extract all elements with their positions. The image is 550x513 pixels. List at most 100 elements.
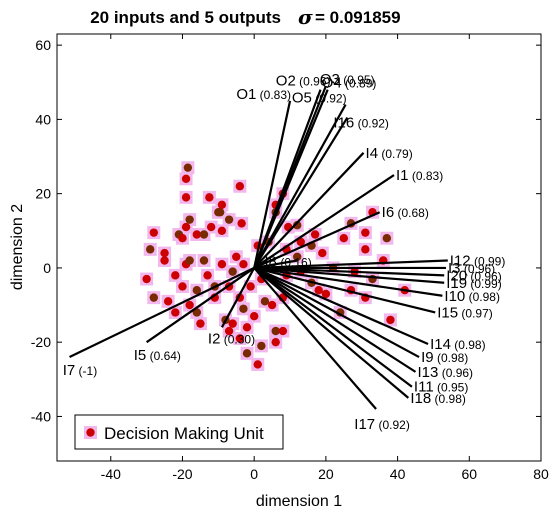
sigma-value: = 0.091859 bbox=[315, 8, 401, 27]
vector-i16 bbox=[253, 116, 349, 269]
vector-i13 bbox=[253, 266, 417, 373]
vector-i15 bbox=[253, 266, 436, 314]
vector-name: O3 bbox=[320, 71, 340, 88]
vector-label-i2: I2 (0.30) bbox=[208, 330, 255, 347]
vector-name: I12 bbox=[450, 252, 471, 269]
vector-i20 bbox=[254, 266, 445, 277]
vector-i14 bbox=[253, 266, 429, 346]
data-point bbox=[260, 297, 270, 306]
x-tick-label: 0 bbox=[250, 466, 258, 482]
data-point bbox=[242, 349, 252, 358]
data-point bbox=[246, 282, 255, 291]
x-tick-label: 20 bbox=[318, 466, 334, 482]
vector-correlation: (0.96) bbox=[467, 269, 502, 283]
data-point bbox=[232, 252, 241, 261]
vector-correlation: (0.99) bbox=[471, 254, 506, 268]
data-point bbox=[206, 222, 216, 232]
vector-correlation: (0.30) bbox=[220, 332, 255, 346]
x-tick-label: -40 bbox=[101, 466, 121, 482]
data-point bbox=[205, 193, 214, 202]
y-tick-label: 0 bbox=[43, 260, 51, 276]
vector-correlation: (0.96) bbox=[461, 262, 496, 276]
data-point bbox=[339, 234, 349, 243]
vector-correlation: (0.98) bbox=[451, 338, 486, 352]
vector-correlation: (0.16) bbox=[277, 255, 312, 269]
vector-correlation: (-1) bbox=[75, 364, 97, 378]
data-point bbox=[181, 222, 191, 232]
vector-correlation: (0.96) bbox=[296, 75, 331, 89]
data-point bbox=[178, 234, 187, 243]
x-tick-label: 80 bbox=[533, 466, 549, 482]
vector-label-i7: I7 (-1) bbox=[63, 362, 98, 379]
vector-name: I9 bbox=[421, 349, 434, 366]
vector-label-i15: I15 (0.97) bbox=[437, 304, 493, 321]
vector-label-i9: I9 (0.98) bbox=[421, 349, 468, 366]
data-point bbox=[215, 208, 225, 217]
vector-correlation: (0.68) bbox=[394, 206, 429, 220]
vector-correlation: (0.83) bbox=[409, 169, 444, 183]
data-point bbox=[160, 256, 169, 265]
data-point bbox=[142, 274, 151, 284]
data-point bbox=[163, 297, 173, 306]
x-tick-label: -20 bbox=[172, 466, 192, 482]
vector-name: O2 bbox=[276, 73, 296, 90]
legend: Decision Making Unit bbox=[74, 414, 284, 450]
x-axis-label: dimension 1 bbox=[256, 493, 342, 510]
data-point bbox=[293, 221, 302, 230]
vector-name: O4 bbox=[322, 75, 342, 92]
data-point bbox=[278, 326, 288, 336]
data-point bbox=[183, 163, 193, 172]
data-point bbox=[257, 341, 266, 351]
vector-correlation: (0.83) bbox=[256, 88, 291, 102]
vector-label-i18: I18 (0.98) bbox=[410, 390, 466, 407]
data-point bbox=[181, 193, 191, 202]
data-point bbox=[249, 311, 259, 321]
vector-name: I17 bbox=[354, 416, 375, 433]
legend-label: Decision Making Unit bbox=[104, 424, 264, 443]
vector-i4 bbox=[253, 152, 365, 269]
x-tick-label: 40 bbox=[390, 466, 406, 482]
data-point bbox=[199, 230, 209, 239]
y-tick-label: -20 bbox=[31, 334, 51, 350]
data-point bbox=[228, 319, 237, 328]
data-point bbox=[361, 228, 370, 237]
data-point bbox=[160, 248, 169, 258]
vector-name: I6 bbox=[382, 204, 395, 221]
vector-i2 bbox=[220, 267, 256, 328]
y-tick-label: 40 bbox=[35, 111, 51, 127]
vector-label-i13: I13 (0.96) bbox=[418, 364, 474, 381]
point-layer bbox=[142, 163, 409, 369]
data-point bbox=[171, 308, 180, 317]
vector-correlation: (0.97) bbox=[458, 306, 493, 320]
vector-correlation: (0.92) bbox=[312, 92, 347, 106]
vector-name: I10 bbox=[444, 288, 465, 305]
data-point bbox=[181, 174, 191, 184]
vector-o1 bbox=[253, 100, 292, 269]
vector-correlation: (0.98) bbox=[434, 351, 469, 365]
vector-name: I11 bbox=[414, 379, 434, 396]
vector-o5 bbox=[253, 104, 347, 269]
data-point bbox=[237, 219, 246, 228]
data-point bbox=[271, 337, 280, 347]
vector-correlation: (0.89) bbox=[342, 77, 377, 91]
vector-correlation: (0.95) bbox=[434, 381, 469, 395]
data-point bbox=[185, 256, 194, 265]
plot-frame bbox=[56, 33, 542, 462]
vector-i6 bbox=[253, 211, 381, 269]
vector-label-o5: O5 (0.92) bbox=[292, 90, 347, 107]
data-point bbox=[310, 230, 320, 239]
data-point bbox=[224, 215, 234, 224]
data-point bbox=[386, 315, 395, 325]
data-point bbox=[224, 326, 234, 336]
data-point bbox=[149, 293, 158, 302]
data-point bbox=[267, 300, 277, 310]
vector-i5 bbox=[146, 267, 255, 344]
vector-i17 bbox=[253, 267, 377, 410]
vector-name: I15 bbox=[437, 304, 458, 321]
data-point bbox=[293, 252, 302, 261]
legend-marker bbox=[86, 428, 95, 437]
vector-label-i4: I4 (0.79) bbox=[366, 145, 413, 162]
chart-title: 20 inputs and 5 outputs bbox=[90, 8, 281, 27]
vector-label-i16: I16 (0.92) bbox=[333, 115, 389, 132]
vector-layer bbox=[69, 85, 448, 410]
